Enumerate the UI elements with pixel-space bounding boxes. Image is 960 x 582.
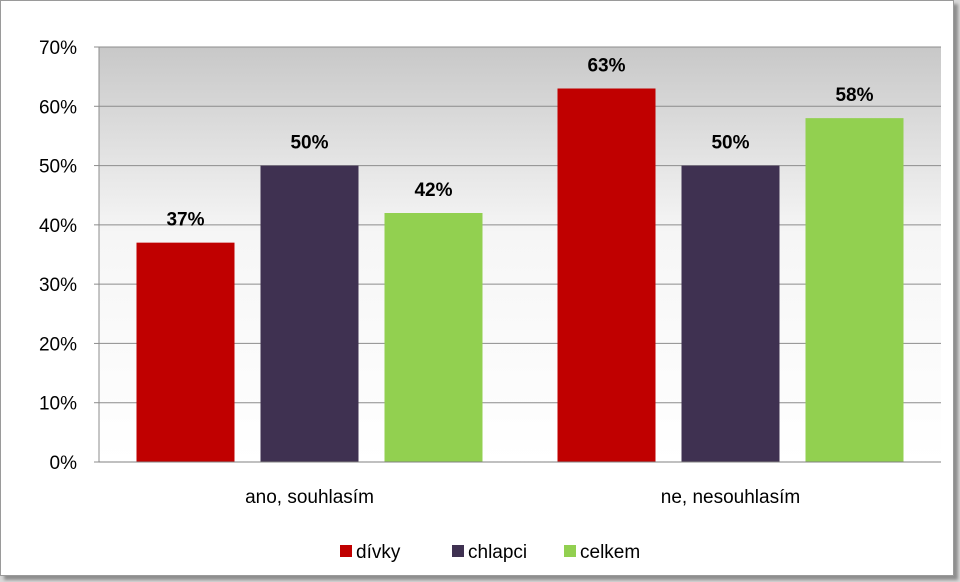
bars — [136, 88, 904, 463]
data-label: 58% — [835, 85, 873, 106]
y-tick-label: 20% — [39, 334, 77, 355]
bar-celkem-1 — [384, 213, 483, 462]
y-tick-label: 40% — [39, 216, 77, 237]
bar-dívky-2 — [557, 88, 656, 462]
y-axis-ticks: 0% 10% 20% 30% 40% 50% 60% 70% — [39, 38, 77, 474]
bar-chlapci-1 — [260, 165, 359, 463]
bar-dívky-1 — [136, 242, 235, 462]
bar-celkem-2 — [805, 118, 904, 463]
data-labels: 37% 50% 42% 63% 50% 58% — [166, 56, 873, 231]
data-label: 63% — [587, 56, 625, 77]
plot-area — [99, 47, 941, 462]
data-label: 50% — [711, 133, 749, 154]
legend-label: dívky — [356, 542, 401, 563]
bar-chlapci-2 — [681, 165, 780, 463]
y-tick-label: 10% — [39, 394, 77, 415]
category-labels: ano, souhlasím ne, nesouhlasím — [245, 487, 800, 508]
y-tick-label: 0% — [50, 453, 78, 474]
data-label: 50% — [290, 133, 328, 154]
legend: dívky chlapci celkem — [340, 542, 640, 563]
y-tick-label: 60% — [39, 97, 77, 118]
legend-swatch — [564, 545, 576, 557]
y-tick-label: 30% — [39, 275, 77, 296]
category-label: ano, souhlasím — [245, 487, 374, 508]
category-label: ne, nesouhlasím — [661, 487, 800, 508]
y-tick-label: 70% — [39, 38, 77, 59]
y-tick-label: 50% — [39, 157, 77, 178]
legend-swatch — [340, 545, 352, 557]
legend-label: chlapci — [468, 542, 527, 563]
legend-label: celkem — [580, 542, 640, 563]
data-label: 37% — [166, 210, 204, 231]
data-label: 42% — [414, 180, 452, 201]
legend-swatch — [452, 545, 464, 557]
